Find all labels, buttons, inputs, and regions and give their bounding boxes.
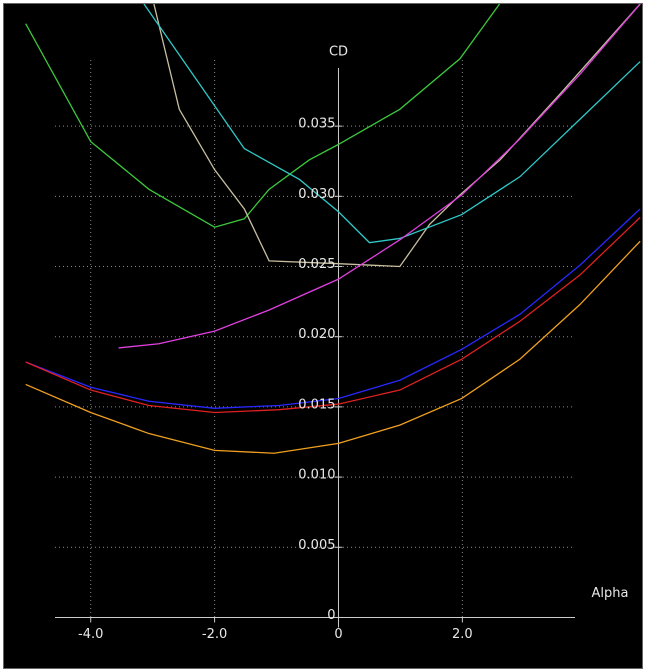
y-tick-label: 0.015	[298, 397, 335, 412]
y-tick-label: 0.025	[298, 257, 335, 272]
curve	[118, 4, 641, 349]
y-tick-label: 0.020	[298, 327, 335, 342]
x-axis-label: Alpha	[592, 586, 629, 601]
x-tick-label: -2.0	[202, 627, 227, 642]
y-tick-label: 0.005	[298, 538, 335, 553]
y-tick-label: 0	[327, 608, 335, 623]
y-tick-label: 0.035	[298, 117, 335, 132]
curve	[143, 4, 641, 244]
curves	[25, 4, 641, 454]
x-tick-label: 0	[334, 627, 342, 642]
y-axis-label: CD	[329, 45, 348, 60]
y-tick-label: 0.030	[298, 187, 335, 202]
x-tick-label: 2.0	[452, 627, 473, 642]
axes	[55, 68, 575, 628]
curve	[25, 4, 501, 228]
y-tick-label: 0.010	[298, 468, 335, 483]
curve	[25, 208, 641, 409]
curve	[25, 216, 641, 414]
x-tick-label: -4.0	[78, 627, 103, 642]
plot-panel	[3, 3, 643, 669]
labels: 0 0.005 0.010 0.015 0.020 0.025 0.030 0.035 -4.0…	[78, 45, 628, 642]
curve	[25, 240, 641, 454]
